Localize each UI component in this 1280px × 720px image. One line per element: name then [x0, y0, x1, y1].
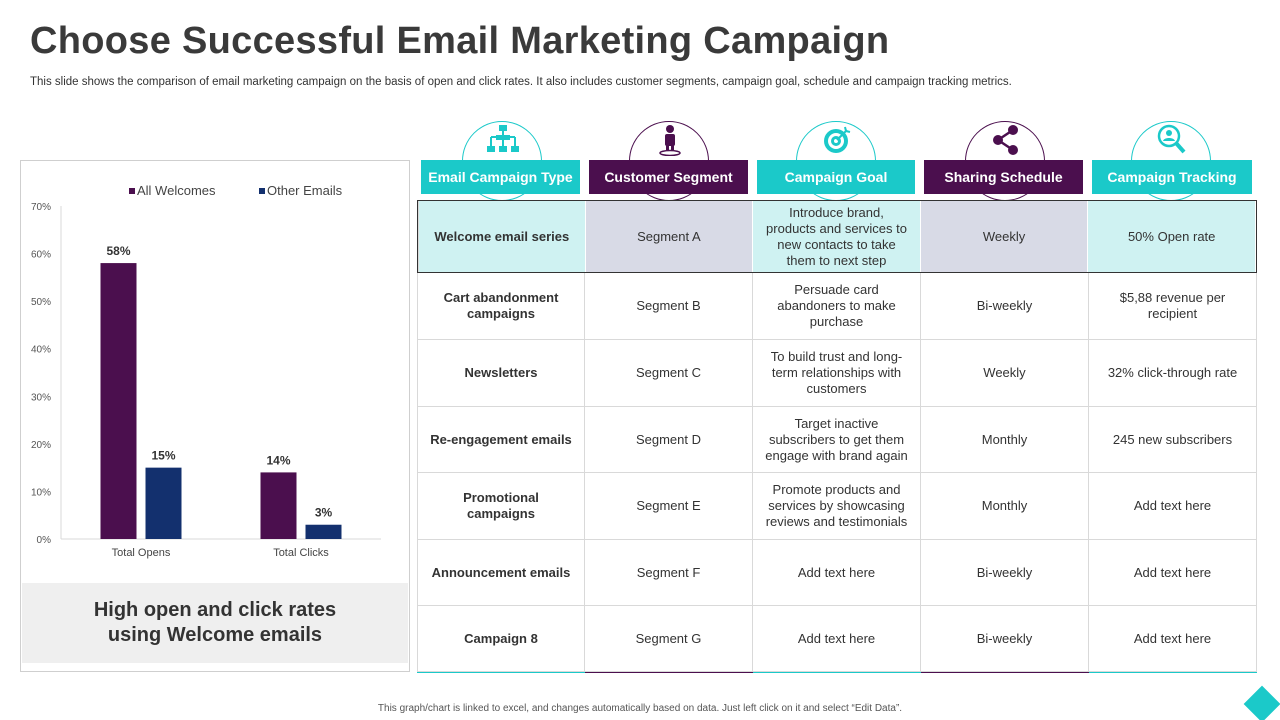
table-cell: Segment F [585, 540, 753, 605]
table-cell: Add text here [1089, 540, 1257, 605]
chart-panel[interactable]: 0% 10% 20% 30% 40% 50% 60% 70% All Welcomes Other… [20, 160, 410, 672]
column-bottom-line [417, 671, 585, 673]
y-tick-label: 70% [31, 202, 51, 213]
table-cell: Weekly [920, 201, 1089, 272]
column-header: Email Campaign Type [421, 160, 580, 194]
table-cell: Segment C [585, 340, 753, 406]
table-cell: To build trust and long-term relationshi… [753, 340, 921, 406]
table-row: Campaign 8 Segment G Add text here Bi-weekl… [417, 606, 1257, 672]
page-subtitle: This slide shows the comparison of email… [30, 76, 1012, 88]
y-tick-label: 50% [31, 297, 51, 308]
table-cell: Add text here [1089, 606, 1257, 671]
bar-total-clicks-other-emails [305, 524, 342, 539]
bar-chart[interactable]: 0% 10% 20% 30% 40% 50% 60% 70% All Welcomes Other… [21, 161, 409, 583]
data-label: 58% [106, 244, 130, 258]
table-cell: Segment A [585, 201, 754, 272]
column-bottom-line [1089, 671, 1257, 673]
share-icon [993, 125, 1018, 155]
table-cell: Announcement emails [417, 540, 585, 605]
hierarchy-icon [487, 125, 519, 152]
legend-swatch [129, 188, 135, 194]
table-cell: Promote products and services by showcas… [753, 473, 921, 539]
bar-total-clicks-all-welcomes [260, 472, 297, 539]
table-cell: Persuade card abandoners to make purchas… [753, 273, 921, 339]
table-cell: Cart abandonment campaigns [417, 273, 585, 339]
column-bottom-line [753, 671, 921, 673]
table-cell: Add text here [753, 540, 921, 605]
table-cell: Weekly [921, 340, 1089, 406]
column-header: Customer Segment [589, 160, 748, 194]
table-cell: $5,88 revenue per recipient [1089, 273, 1257, 339]
table-cell: Bi-weekly [921, 273, 1089, 339]
table-cell: 245 new subscribers [1089, 407, 1257, 472]
diamond-icon [1243, 685, 1280, 720]
table-row: Announcement emails Segment F Add text her… [417, 540, 1257, 606]
y-tick-label: 0% [37, 535, 52, 546]
table-row: Promotional campaigns Segment E Promote pr… [417, 473, 1257, 540]
table-cell: Newsletters [417, 340, 585, 406]
table-row: Newsletters Segment C To build trust and l… [417, 340, 1257, 407]
data-label: 15% [151, 449, 175, 463]
column-bottom-line [921, 671, 1089, 673]
data-label: 3% [315, 506, 333, 520]
x-tick-label: Total Opens [112, 547, 171, 559]
table-cell: Add text here [753, 606, 921, 671]
table-cell: Segment E [585, 473, 753, 539]
table-cell: Bi-weekly [921, 540, 1089, 605]
table-cell: Introduce brand, products and services t… [753, 201, 921, 272]
data-label: 14% [266, 453, 290, 467]
chart-caption: High open and click rates using Welcome … [22, 583, 408, 663]
column-header: Campaign Tracking [1092, 160, 1252, 194]
y-tick-label: 30% [31, 392, 51, 403]
column-header: Campaign Goal [757, 160, 915, 194]
table-cell: Welcome email series [418, 201, 586, 272]
table-cell: Add text here [1089, 473, 1257, 539]
table-row: Re-engagement emails Segment D Target inac… [417, 407, 1257, 473]
y-tick-label: 10% [31, 487, 51, 498]
column-header: Sharing Schedule [924, 160, 1083, 194]
page-title: Choose Successful Email Marketing Campai… [30, 20, 890, 62]
table-row: Welcome email series Segment A Introduce b… [417, 200, 1257, 273]
y-tick-label: 40% [31, 345, 51, 356]
table-cell: Bi-weekly [921, 606, 1089, 671]
table-cell: 50% Open rate [1088, 201, 1256, 272]
x-tick-label: Total Clicks [273, 547, 329, 559]
table-cell: Promotional campaigns [417, 473, 585, 539]
column-bottom-line [585, 671, 753, 673]
target-icon [824, 126, 851, 153]
table-row: Cart abandonment campaigns Segment B Persu… [417, 273, 1257, 340]
search-person-icon [1157, 124, 1186, 154]
table-cell: Segment B [585, 273, 753, 339]
table-cell: Re-engagement emails [417, 407, 585, 472]
table-cell: Segment D [585, 407, 753, 472]
bar-total-opens-all-welcomes [100, 263, 137, 539]
bar-total-opens-other-emails [145, 467, 182, 539]
footer-note: This graph/chart is linked to excel, and… [377, 703, 903, 714]
legend-label: Other Emails [267, 183, 343, 198]
legend-label: All Welcomes [137, 183, 216, 198]
table-cell: Monthly [921, 407, 1089, 472]
y-tick-label: 20% [31, 440, 51, 451]
person-icon [659, 125, 681, 156]
y-tick-label: 60% [31, 250, 51, 261]
table-cell: Campaign 8 [417, 606, 585, 671]
legend-swatch [259, 188, 265, 194]
table-cell: 32% click-through rate [1089, 340, 1257, 406]
table-cell: Segment G [585, 606, 753, 671]
table-cell: Target inactive subscribers to get them … [753, 407, 921, 472]
table-cell: Monthly [921, 473, 1089, 539]
